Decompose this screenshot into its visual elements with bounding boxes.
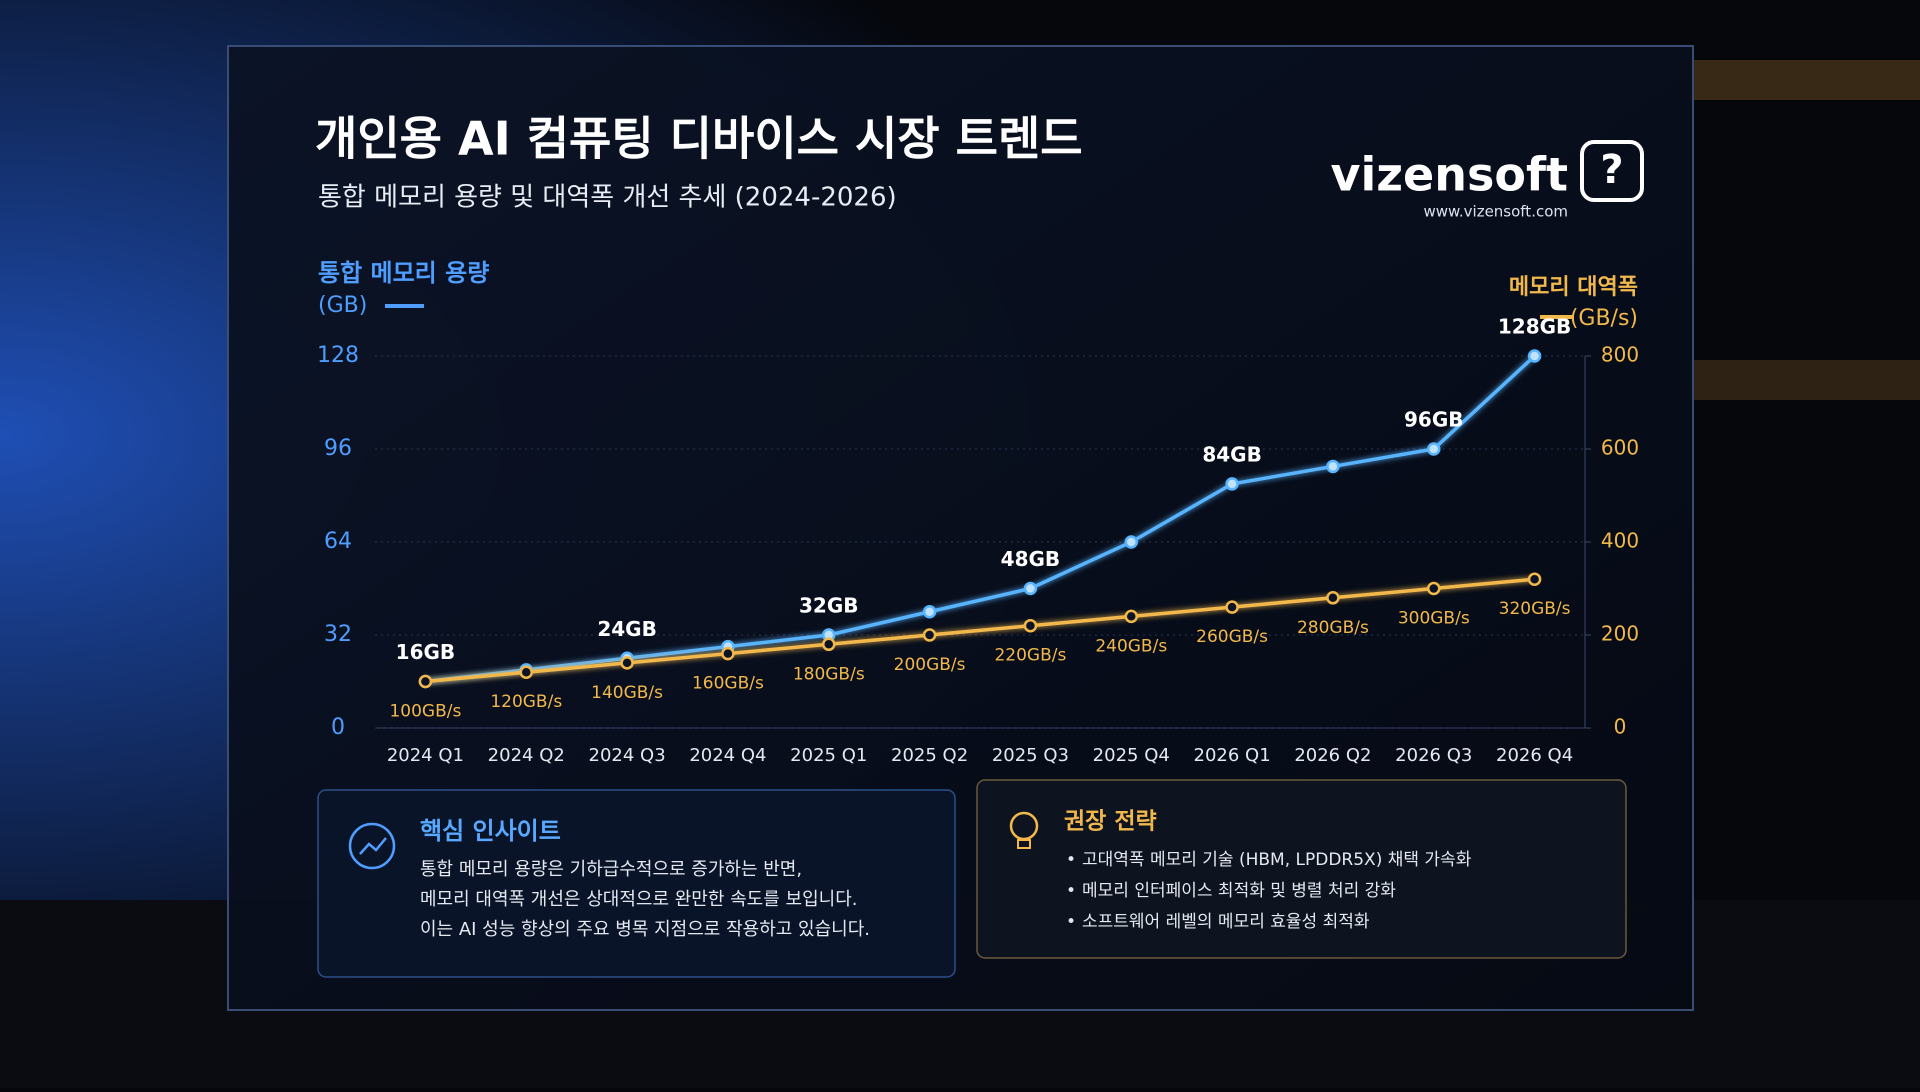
x-tick-label: 2024 Q3 [589,745,666,766]
series-line [425,577,1535,684]
chart-title: 개인용 AI 컴퓨팅 디바이스 시장 트렌드 [315,112,1083,166]
strategy-item: 고대역폭 메모리 기술 (HBM, LPDDR5X) 채택 가속화 [1082,850,1472,870]
y-tick-label: 32 [324,622,352,647]
data-point [1225,477,1239,491]
data-label: 280GB/s [1297,618,1369,638]
data-label: 300GB/s [1398,609,1470,629]
data-label: 84GB [1202,442,1262,466]
brand-icon-mark: ? [1600,147,1623,193]
background-light [1690,60,1920,100]
strategy-bullet: • [1066,850,1076,870]
x-tick-label: 2026 Q4 [1496,745,1573,766]
strategy-title: 권장 전략 [1064,809,1157,835]
x-tick-label: 2024 Q1 [387,745,464,766]
data-label: 96GB [1404,408,1464,432]
insight-icon [359,837,387,855]
data-label: 140GB/s [591,683,663,703]
x-tick-label: 2025 Q2 [891,745,968,766]
data-point [1527,572,1542,586]
x-tick-label: 2026 Q2 [1294,745,1371,766]
data-label: 160GB/s [692,674,764,694]
data-point [922,628,937,642]
insight-line: 메모리 대역폭 개선은 상대적으로 완만한 속도를 보입니다. [420,889,858,910]
series-line [425,354,1536,684]
data-label: 260GB/s [1196,627,1268,647]
y-axis-unit: (GB) [318,293,367,318]
data-label: 48GB [1001,547,1061,571]
y-tick-label: 0 [331,715,345,740]
data-label: 180GB/s [793,664,865,684]
data-point [1427,442,1441,456]
data-point [1023,581,1038,596]
data-label: 100GB/s [389,702,461,722]
x-tick-label: 2026 Q3 [1395,745,1472,766]
data-label: 320GB/s [1499,599,1571,619]
x-tick-label: 2026 Q1 [1194,745,1271,766]
x-tick-label: 2025 Q3 [992,745,1069,766]
y-tick-label: 96 [324,436,352,461]
data-label: 16GB [396,640,456,664]
background-light [1690,360,1920,400]
strategy-item: 소프트웨어 레벨의 메모리 효율성 최적화 [1082,912,1370,932]
data-point [1124,609,1138,624]
data-point [922,605,937,619]
strategy-bullet: • [1066,912,1076,932]
brand-icon [1580,140,1644,202]
y2-tick-label: 400 [1601,529,1639,553]
data-point [1326,459,1340,474]
brand-url: www.vizensoft.com [1423,203,1568,221]
brand-name: vizensoft [1331,148,1568,202]
insight-line: 통합 메모리 용량은 기하급수적으로 증가하는 반면, [420,859,802,880]
data-label: 120GB/s [490,692,562,712]
y-axis-title: 통합 메모리 용량 [318,259,489,287]
strategy-bullet: • [1066,881,1076,901]
data-point [1427,581,1441,596]
data-point [620,656,634,670]
insight-box [317,789,956,978]
y2-tick-label: 600 [1601,436,1639,460]
y-tick-label: 128 [317,343,359,368]
y2-axis-unit: (GB/s) [1570,306,1638,331]
data-point [1527,349,1542,363]
data-point [1225,600,1239,614]
data-label: 32GB [799,594,859,618]
data-point [721,646,735,661]
y2-axis-title: 메모리 대역폭 [1509,275,1638,300]
strategy-icon [1017,839,1031,849]
x-tick-label: 2024 Q2 [488,745,565,766]
data-point [1124,535,1138,549]
data-label: 24GB [597,617,657,641]
insight-title: 핵심 인사이트 [420,817,561,845]
chart-subtitle: 통합 메모리 용량 및 대역폭 개선 추세 (2024-2026) [318,183,897,213]
data-point [519,665,533,679]
x-tick-label: 2024 Q4 [689,745,766,766]
insight-icon [348,822,396,870]
strategy-item: 메모리 인터페이스 최적화 및 병렬 처리 강화 [1082,881,1396,901]
data-point [1023,618,1038,633]
data-label: 200GB/s [894,655,966,675]
data-label: 128GB [1498,315,1571,339]
y2-tick-label: 0 [1614,715,1627,739]
x-tick-label: 2025 Q4 [1093,745,1170,766]
insight-line: 이는 AI 성능 향상의 주요 병목 지점으로 작용하고 있습니다. [420,919,870,940]
data-label: 240GB/s [1095,636,1167,656]
x-tick-label: 2025 Q1 [790,745,867,766]
data-point [418,674,433,689]
data-label: 220GB/s [994,646,1066,666]
data-point [822,637,836,652]
y-tick-label: 64 [324,529,352,554]
y2-tick-label: 800 [1601,343,1639,367]
strategy-box [976,779,1627,959]
data-point [1326,591,1340,605]
y2-tick-label: 200 [1601,622,1639,646]
